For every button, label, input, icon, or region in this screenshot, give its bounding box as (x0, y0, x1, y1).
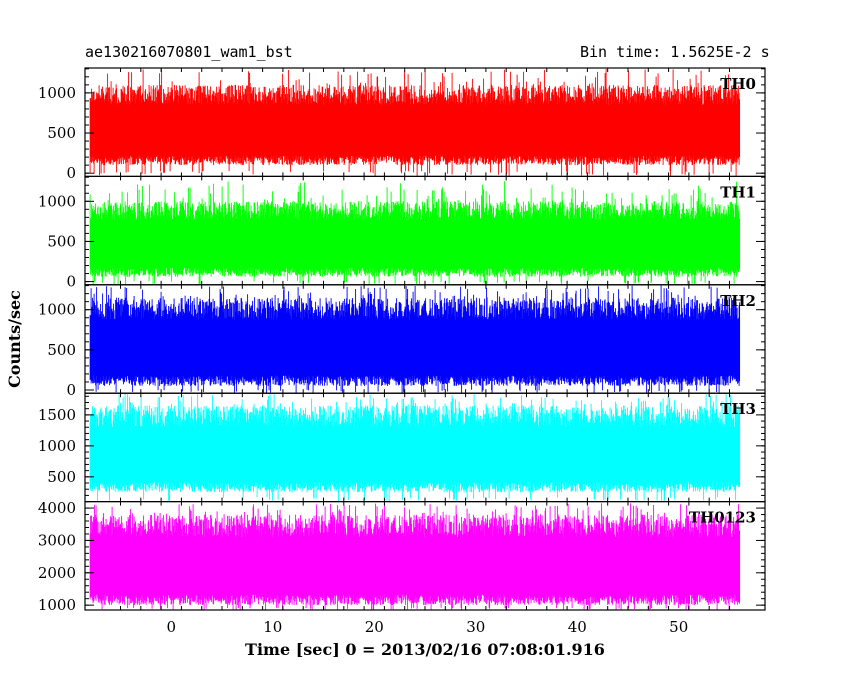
x-tick-label: 0 (166, 618, 176, 636)
y-axis-label: Counts/sec (5, 290, 24, 388)
x-tick-label: 30 (466, 618, 485, 636)
x-axis-label: Time [sec] 0 = 2013/02/16 07:08:01.916 (245, 640, 605, 659)
panel-label-th0123: TH0123 (689, 509, 756, 527)
series-line-th2 (89, 285, 741, 394)
panel-label-th3: TH3 (720, 400, 756, 418)
y-tick-label: 1000 (38, 192, 76, 210)
y-tick-label: 500 (47, 124, 76, 142)
y-tick-label: 0 (66, 273, 76, 291)
series-line-th0123 (89, 503, 741, 610)
panel-label-th0: TH0 (720, 75, 756, 93)
y-tick-label: 1000 (38, 301, 76, 319)
y-tick-label: 1000 (38, 437, 76, 455)
y-tick-label: 1000 (38, 596, 76, 614)
y-tick-label: 2000 (38, 564, 76, 582)
y-tick-label: 0 (66, 381, 76, 399)
series-line-th1 (89, 181, 741, 285)
panel-label-th2: TH2 (720, 292, 756, 310)
bin-time-label: Bin time: 1.5625E-2 s (580, 43, 770, 61)
y-tick-label: 1500 (38, 406, 76, 424)
y-tick-label: 4000 (38, 499, 76, 517)
x-tick-label: 10 (263, 618, 282, 636)
y-tick-label: 1000 (38, 84, 76, 102)
x-tick-label: 20 (365, 618, 384, 636)
y-tick-label: 500 (47, 232, 76, 250)
x-tick-label: 40 (568, 618, 587, 636)
y-tick-label: 500 (47, 341, 76, 359)
x-tick-label: 50 (669, 618, 688, 636)
series-line-th3 (89, 393, 741, 502)
y-tick-label: 0 (66, 164, 76, 182)
panel-label-th1: TH1 (720, 183, 756, 201)
y-tick-label: 3000 (38, 531, 76, 549)
series-line-th0 (89, 69, 741, 177)
chart-title: ae130216070801_wam1_bst (85, 43, 293, 61)
y-tick-label: 500 (47, 468, 76, 486)
